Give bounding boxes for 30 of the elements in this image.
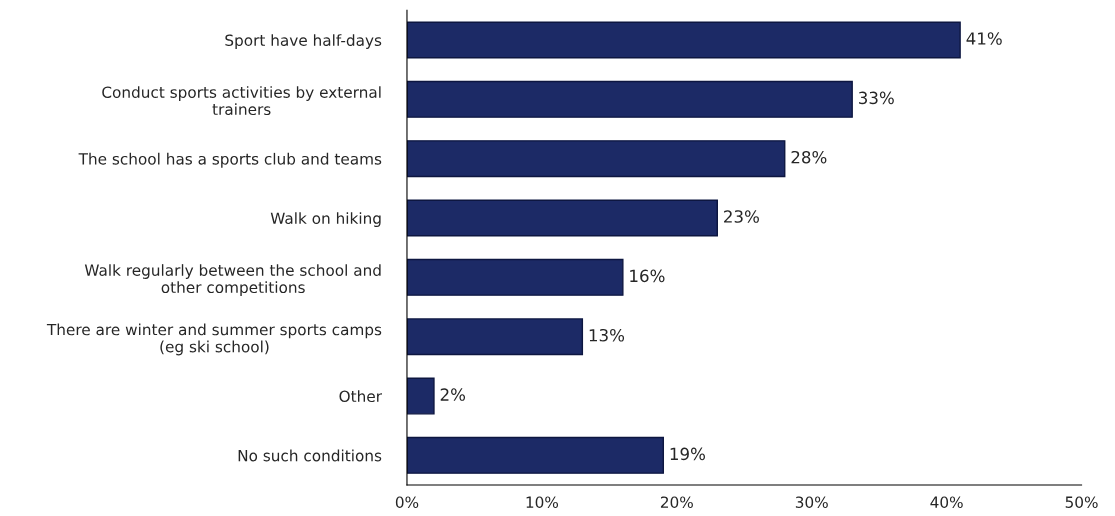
x-tick-label: 30%: [795, 496, 828, 508]
data-label: 2%: [440, 388, 466, 401]
y-tick-label: No such conditions: [238, 449, 382, 462]
data-label: 16%: [630, 269, 665, 283]
y-tick-label: Walk regularly between the school and other competitions: [84, 264, 381, 297]
y-tick-label: Walk on hiking: [270, 212, 381, 227]
y-tick-label: There are winter and summer sports camps (eg ski school): [46, 323, 382, 356]
y-tick-label: Conduct sports activities by external trainers: [102, 86, 381, 116]
bar: [406, 21, 961, 59]
data-label: 41%: [966, 32, 1002, 45]
bar: [406, 199, 718, 237]
data-label: 33%: [859, 91, 894, 105]
data-label: 13%: [589, 328, 625, 342]
data-label: 28%: [791, 150, 827, 164]
bar: [406, 140, 786, 178]
bar: [406, 80, 853, 118]
bar: [406, 436, 665, 474]
x-tick-label: 10%: [526, 496, 559, 508]
bar: [406, 318, 584, 356]
x-tick-label: 0%: [395, 496, 419, 508]
bar: [406, 377, 435, 415]
data-label: 23%: [724, 210, 759, 223]
x-tick-label: 40%: [930, 496, 963, 508]
x-tick-label: 50%: [1065, 496, 1098, 508]
data-label: 19%: [670, 447, 705, 461]
y-tick-label: Other: [339, 390, 382, 403]
y-tick-label: Sport have half-days: [225, 34, 382, 49]
bar: [406, 258, 624, 296]
x-tick-label: 20%: [660, 496, 693, 508]
y-tick-label: The school has a sports club and teams: [78, 152, 382, 168]
